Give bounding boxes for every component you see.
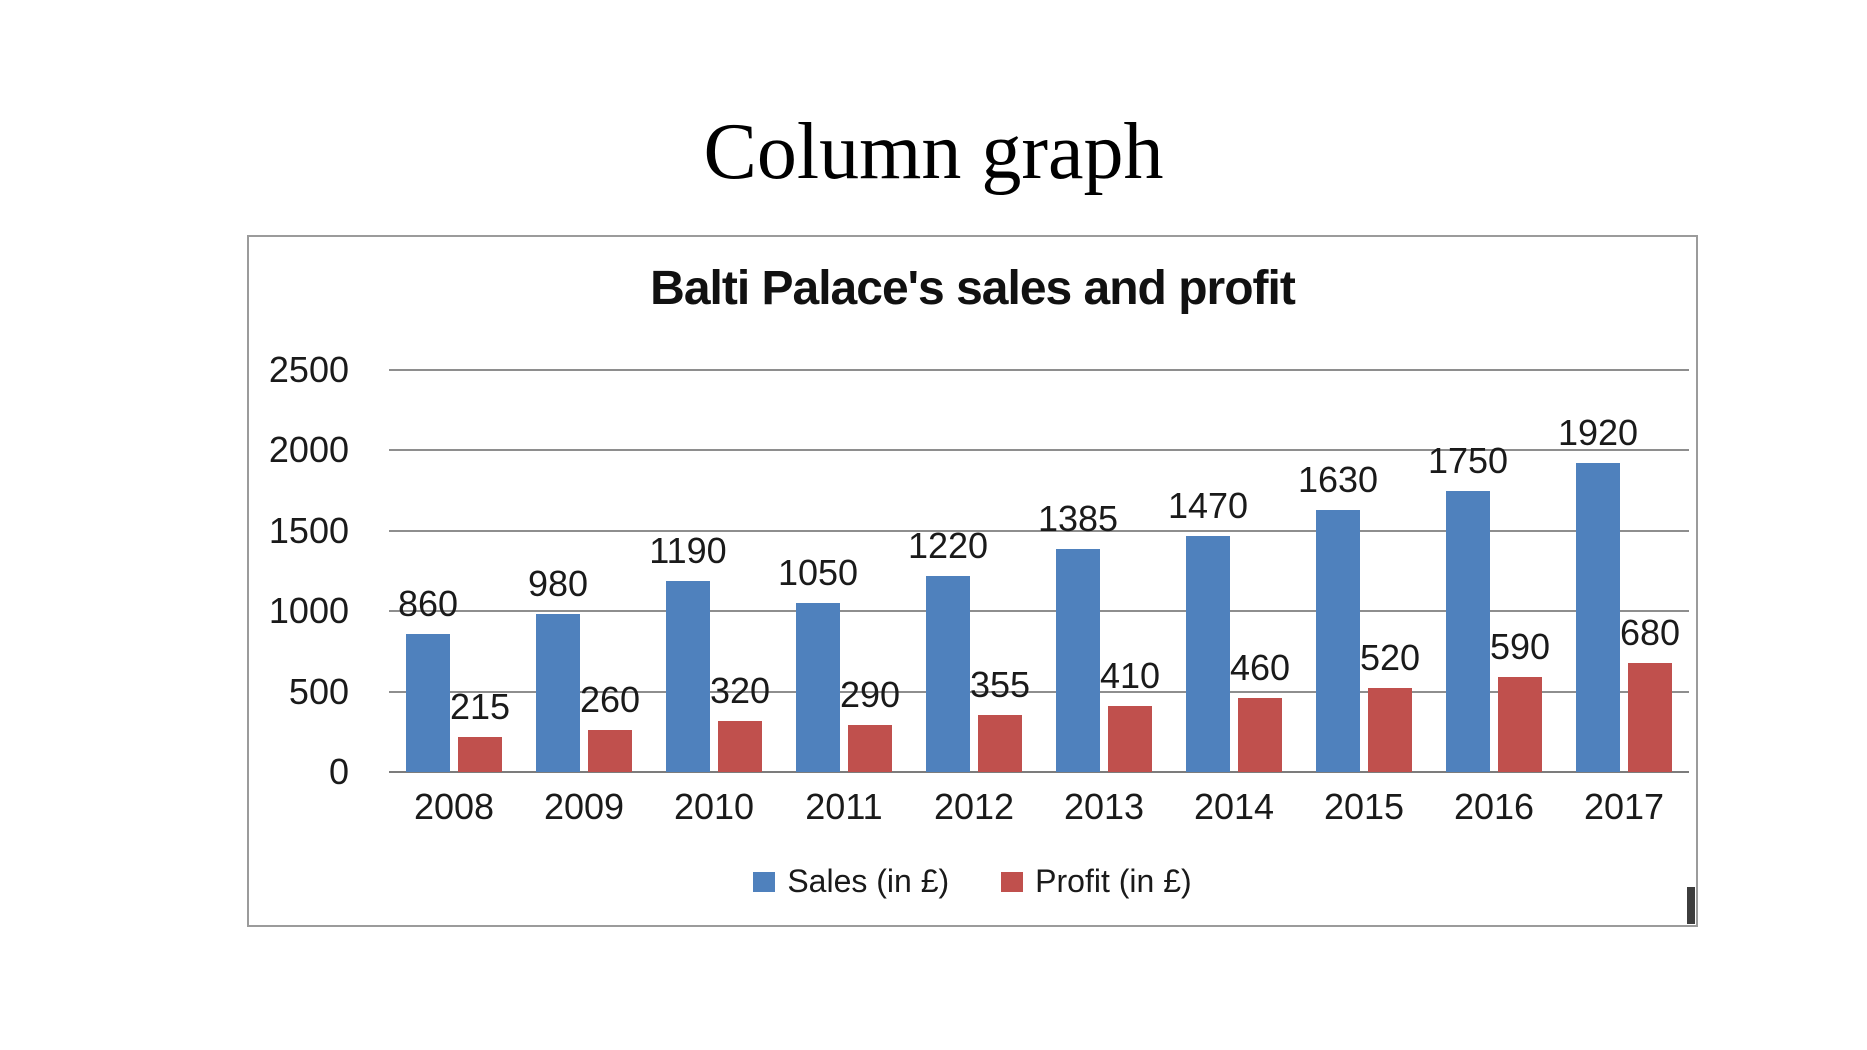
data-label-sales-2012: 1220 bbox=[907, 524, 989, 566]
plot-area: 0 500 1000 1500 2000 2500 2008 860 215 2009 980 260… bbox=[249, 237, 1696, 925]
bar-profit-2011 bbox=[848, 725, 892, 772]
data-label-profit-2008: 215 bbox=[449, 686, 511, 728]
gridline-1000 bbox=[389, 610, 1689, 613]
x-tick-label-2015: 2015 bbox=[1323, 786, 1405, 827]
bar-profit-2017 bbox=[1628, 662, 1672, 772]
legend-swatch-icon bbox=[1001, 871, 1024, 892]
data-label-profit-2010: 320 bbox=[709, 669, 771, 711]
data-label-profit-2012: 355 bbox=[969, 663, 1031, 705]
data-label-profit-2014: 460 bbox=[1229, 647, 1291, 689]
legend-label: Sales (in £) bbox=[787, 863, 950, 899]
chart-container: Balti Palace's sales and profit 0 500 1000… bbox=[247, 235, 1698, 927]
data-label-profit-2011: 290 bbox=[839, 674, 901, 716]
bar-sales-2010 bbox=[666, 580, 710, 772]
data-label-sales-2008: 860 bbox=[397, 582, 459, 624]
legend-label: Profit (in £) bbox=[1035, 863, 1192, 899]
gridline-2000 bbox=[389, 449, 1689, 452]
x-tick-label-2009: 2009 bbox=[543, 786, 625, 827]
data-label-profit-2009: 260 bbox=[579, 679, 641, 721]
bar-sales-2011 bbox=[796, 603, 840, 772]
y-tick-label-1500: 1500 bbox=[268, 509, 349, 551]
bar-profit-2009 bbox=[588, 730, 632, 772]
gridline-2500 bbox=[389, 369, 1689, 371]
chart-legend: Sales (in £) Profit (in £) bbox=[249, 863, 1696, 900]
x-tick-label-2008: 2008 bbox=[413, 786, 495, 827]
bar-sales-2013 bbox=[1056, 549, 1100, 772]
bar-sales-2017 bbox=[1576, 463, 1620, 772]
page-title: Column graph bbox=[703, 108, 1164, 196]
gridline-0 bbox=[389, 771, 1689, 773]
data-label-sales-2016: 1750 bbox=[1427, 439, 1509, 481]
bar-sales-2016 bbox=[1446, 490, 1490, 772]
bar-profit-2015 bbox=[1368, 688, 1412, 772]
gridline-500 bbox=[389, 690, 1689, 693]
x-tick-label-2012: 2012 bbox=[933, 786, 1015, 827]
data-label-profit-2016: 590 bbox=[1489, 626, 1551, 668]
bar-sales-2014 bbox=[1186, 535, 1230, 772]
legend-swatch-icon bbox=[753, 871, 776, 892]
y-tick-label-2500: 2500 bbox=[268, 349, 349, 390]
bar-profit-2013 bbox=[1108, 706, 1152, 772]
data-label-sales-2017: 1920 bbox=[1557, 412, 1639, 454]
bar-profit-2016 bbox=[1498, 677, 1542, 772]
x-tick-label-2011: 2011 bbox=[805, 786, 883, 827]
data-label-profit-2015: 520 bbox=[1359, 637, 1421, 679]
x-tick-label-2010: 2010 bbox=[673, 786, 755, 827]
y-tick-label-0: 0 bbox=[328, 751, 349, 792]
data-label-profit-2017: 680 bbox=[1619, 611, 1681, 653]
data-label-sales-2013: 1385 bbox=[1037, 498, 1119, 540]
data-label-sales-2014: 1470 bbox=[1167, 484, 1249, 526]
data-label-profit-2013: 410 bbox=[1099, 655, 1161, 697]
x-tick-label-2014: 2014 bbox=[1193, 786, 1275, 827]
data-label-sales-2011: 1050 bbox=[777, 552, 859, 594]
bar-sales-2009 bbox=[536, 614, 580, 772]
x-tick-label-2016: 2016 bbox=[1453, 786, 1535, 827]
gridline-1500 bbox=[389, 529, 1689, 532]
bar-profit-2010 bbox=[718, 720, 762, 772]
x-tick-label-2013: 2013 bbox=[1063, 786, 1145, 827]
data-label-sales-2010: 1190 bbox=[649, 529, 727, 571]
y-tick-label-500: 500 bbox=[288, 670, 349, 712]
y-tick-label-2000: 2000 bbox=[268, 429, 349, 471]
bar-sales-2008 bbox=[406, 633, 450, 772]
bar-sales-2015 bbox=[1316, 509, 1360, 772]
data-label-sales-2009: 980 bbox=[527, 563, 589, 605]
y-tick-label-1000: 1000 bbox=[268, 590, 349, 632]
bar-sales-2012 bbox=[926, 575, 970, 772]
bar-profit-2008 bbox=[458, 737, 502, 772]
legend-item-sales: Sales (in £) bbox=[753, 863, 949, 900]
chart-title: Balti Palace's sales and profit bbox=[650, 262, 1296, 315]
legend-item-profit: Profit (in £) bbox=[1001, 863, 1192, 900]
bar-profit-2012 bbox=[978, 714, 1022, 772]
x-tick-label-2017: 2017 bbox=[1583, 786, 1665, 827]
data-label-sales-2015: 1630 bbox=[1297, 458, 1379, 500]
bar-profit-2014 bbox=[1238, 698, 1282, 772]
text-cursor bbox=[1687, 887, 1695, 924]
